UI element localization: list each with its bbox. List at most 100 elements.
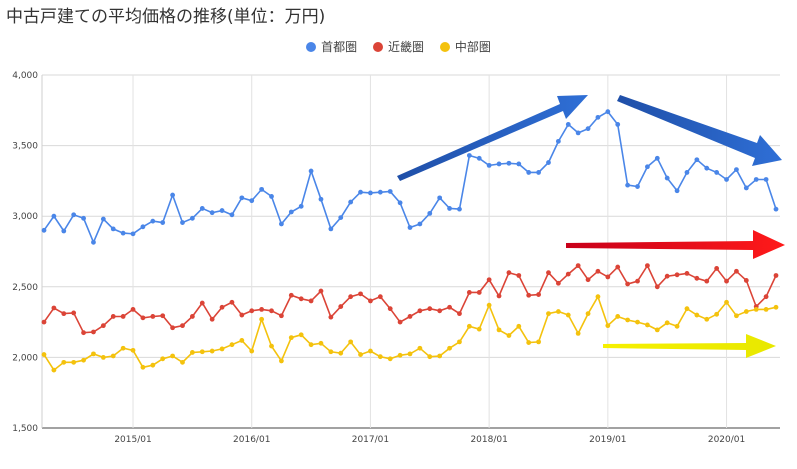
data-point[interactable]: [555, 280, 561, 286]
data-point[interactable]: [674, 188, 680, 194]
data-point[interactable]: [437, 195, 443, 201]
data-point[interactable]: [61, 228, 67, 234]
data-point[interactable]: [298, 203, 304, 209]
data-point[interactable]: [219, 346, 225, 352]
data-point[interactable]: [417, 308, 423, 314]
data-point[interactable]: [536, 292, 541, 297]
data-point[interactable]: [100, 216, 106, 222]
data-point[interactable]: [91, 351, 96, 357]
data-point[interactable]: [526, 170, 532, 175]
data-point[interactable]: [674, 272, 680, 278]
legend-item-shutoken[interactable]: 首都圏: [306, 38, 357, 55]
data-point[interactable]: [714, 170, 720, 175]
data-point[interactable]: [279, 358, 284, 364]
data-point[interactable]: [189, 350, 195, 355]
data-point[interactable]: [417, 221, 423, 227]
data-point[interactable]: [724, 177, 729, 182]
data-point[interactable]: [585, 126, 591, 132]
data-point[interactable]: [160, 220, 166, 225]
data-point[interactable]: [575, 330, 581, 336]
data-point[interactable]: [51, 305, 57, 311]
data-point[interactable]: [427, 210, 433, 216]
data-point[interactable]: [41, 352, 47, 357]
data-point[interactable]: [575, 130, 581, 136]
data-point[interactable]: [140, 315, 146, 321]
data-point[interactable]: [249, 348, 255, 354]
data-point[interactable]: [714, 266, 720, 271]
data-point[interactable]: [694, 312, 700, 318]
data-point[interactable]: [763, 177, 769, 182]
data-point[interactable]: [595, 268, 601, 274]
data-point[interactable]: [654, 155, 660, 161]
data-point[interactable]: [61, 359, 67, 365]
data-point[interactable]: [348, 294, 354, 300]
data-point[interactable]: [269, 343, 274, 349]
data-point[interactable]: [565, 271, 571, 277]
data-point[interactable]: [199, 206, 205, 211]
data-point[interactable]: [427, 306, 433, 312]
data-point[interactable]: [486, 302, 492, 308]
data-point[interactable]: [743, 309, 749, 314]
data-point[interactable]: [516, 273, 522, 278]
data-point[interactable]: [180, 220, 185, 225]
data-point[interactable]: [457, 311, 462, 317]
data-point[interactable]: [397, 319, 403, 325]
data-point[interactable]: [664, 320, 670, 326]
data-point[interactable]: [684, 306, 690, 312]
data-point[interactable]: [170, 192, 175, 198]
data-point[interactable]: [279, 221, 284, 227]
data-point[interactable]: [338, 350, 344, 356]
data-point[interactable]: [704, 165, 710, 171]
data-point[interactable]: [625, 281, 631, 287]
data-point[interactable]: [743, 278, 749, 283]
data-point[interactable]: [417, 345, 423, 351]
data-point[interactable]: [724, 299, 729, 305]
data-point[interactable]: [219, 304, 225, 310]
data-point[interactable]: [506, 160, 512, 166]
data-point[interactable]: [249, 198, 255, 204]
data-point[interactable]: [447, 345, 452, 351]
data-point[interactable]: [269, 308, 274, 314]
data-point[interactable]: [595, 114, 601, 120]
data-point[interactable]: [565, 122, 571, 127]
data-point[interactable]: [546, 160, 551, 165]
data-point[interactable]: [348, 199, 354, 205]
data-point[interactable]: [407, 314, 413, 319]
data-point[interactable]: [110, 226, 116, 232]
data-point[interactable]: [704, 316, 710, 322]
data-point[interactable]: [605, 323, 611, 329]
data-point[interactable]: [120, 314, 126, 319]
data-point[interactable]: [199, 349, 205, 355]
data-point[interactable]: [437, 308, 443, 314]
data-point[interactable]: [555, 138, 561, 144]
data-point[interactable]: [674, 323, 680, 329]
data-point[interactable]: [189, 314, 195, 319]
data-point[interactable]: [348, 339, 354, 345]
data-point[interactable]: [100, 355, 106, 360]
data-point[interactable]: [308, 168, 314, 174]
data-point[interactable]: [140, 364, 146, 370]
data-point[interactable]: [377, 294, 383, 300]
data-point[interactable]: [298, 332, 304, 338]
data-point[interactable]: [397, 352, 403, 358]
data-point[interactable]: [387, 306, 393, 312]
data-point[interactable]: [110, 314, 116, 319]
data-point[interactable]: [773, 304, 779, 310]
data-point[interactable]: [714, 311, 720, 317]
data-point[interactable]: [753, 177, 759, 182]
data-point[interactable]: [635, 278, 640, 284]
data-point[interactable]: [170, 353, 175, 359]
data-point[interactable]: [368, 190, 373, 196]
data-point[interactable]: [466, 323, 472, 329]
data-point[interactable]: [81, 357, 86, 363]
data-point[interactable]: [160, 356, 166, 362]
data-point[interactable]: [466, 153, 472, 158]
data-point[interactable]: [91, 329, 96, 335]
data-point[interactable]: [209, 210, 215, 216]
data-point[interactable]: [100, 323, 106, 329]
data-point[interactable]: [496, 161, 502, 167]
data-point[interactable]: [71, 359, 77, 365]
data-point[interactable]: [645, 164, 650, 170]
data-point[interactable]: [338, 304, 344, 309]
data-point[interactable]: [249, 308, 255, 314]
